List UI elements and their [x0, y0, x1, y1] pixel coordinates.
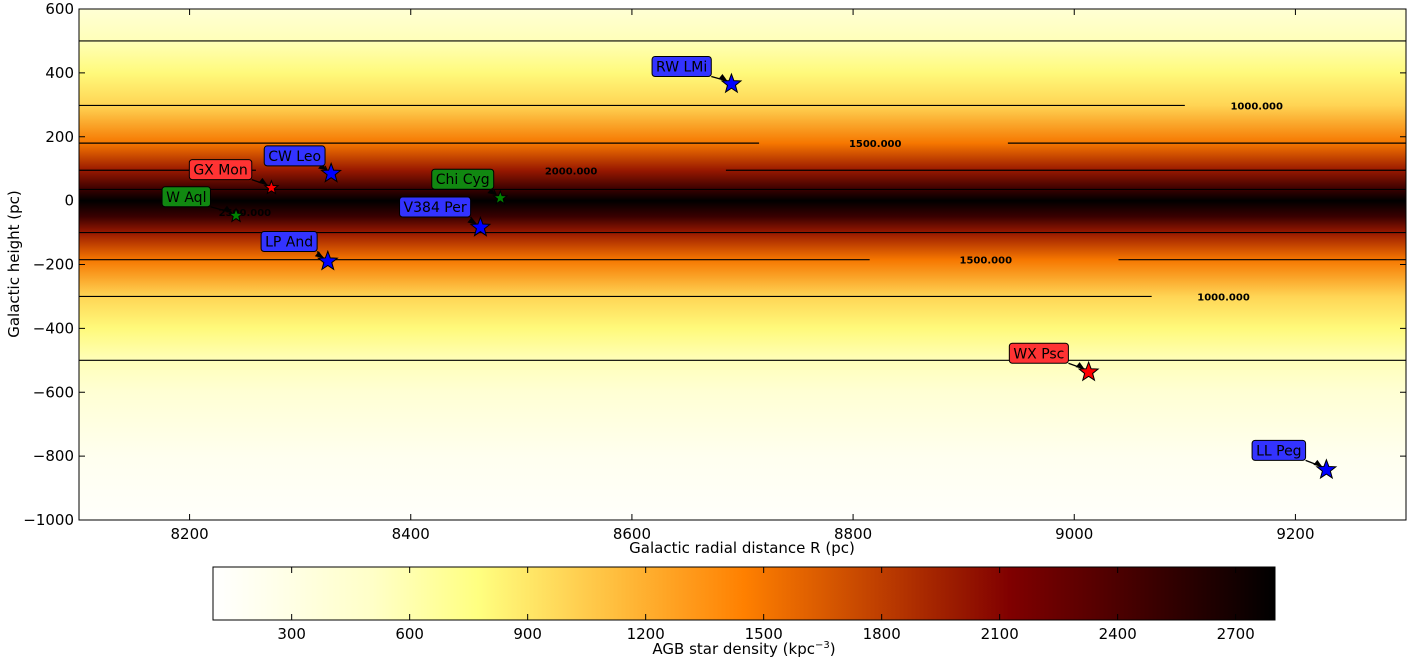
colorbar-tick-label: 2700 — [1217, 625, 1255, 643]
contour-label: 1000.000 — [1197, 292, 1250, 303]
star-label-box — [1251, 439, 1307, 461]
y-axis-ticks: 600 400 200 0 −200 −400 −600 −800 −1000 — [23, 0, 1406, 529]
star-gx-mon: GX Mon — [188, 159, 280, 195]
y-tick-label: 600 — [45, 0, 74, 18]
star-marker — [469, 216, 492, 237]
contour-label: 2500.000 — [219, 208, 272, 219]
star-markers: RW LMi CW Leo GX Mon Chi Cyg W Aql V384 Per LP… — [161, 55, 1338, 480]
star-marker — [263, 179, 280, 195]
y-tick-label: −200 — [33, 256, 74, 274]
star-arrowhead — [718, 74, 728, 82]
star-wx-psc: WX Psc — [1008, 342, 1100, 382]
star-arrowhead — [223, 205, 233, 213]
star-arrowhead — [1313, 459, 1323, 467]
star-label-text: Chi Cyg — [436, 172, 490, 188]
star-label-box — [651, 55, 712, 77]
colorbar-tick-label: 600 — [395, 625, 424, 643]
contour-labels: 1000.000 1500.000 2000.000 2500.000 1500.000… — [219, 101, 1283, 303]
colorbar-tick-label: 2400 — [1099, 625, 1137, 643]
y-tick-label: −800 — [33, 447, 74, 465]
colorbar-tick-label: 1500 — [745, 625, 783, 643]
colorbar-label: AGB star density (kpc−3) — [652, 640, 835, 658]
y-tick-label: −400 — [33, 319, 74, 337]
y-tick-label: 0 — [64, 192, 74, 210]
star-label-text: LP And — [265, 235, 313, 251]
colorbar-tick-label: 2100 — [981, 625, 1019, 643]
star-label-text: GX Mon — [193, 163, 247, 179]
density-field — [79, 9, 1406, 520]
star-arrowhead — [487, 188, 497, 196]
contour-label: 1500.000 — [960, 256, 1013, 267]
star-label-box — [188, 159, 253, 181]
star-marker — [1077, 360, 1100, 382]
star-marker — [492, 189, 509, 205]
star-label-text: W Aql — [166, 190, 206, 206]
star-label-text: LL Peg — [1256, 443, 1302, 459]
colorbar-tick-label: 300 — [277, 625, 306, 643]
star-label-text: RW LMi — [656, 59, 707, 75]
x-tick-label: 9200 — [1276, 525, 1314, 543]
star-arrowhead — [258, 177, 268, 185]
star-arrowhead — [314, 251, 324, 259]
star-rw-lmi: RW LMi — [651, 55, 743, 94]
x-tick-label: 8400 — [392, 525, 430, 543]
star-marker — [228, 207, 245, 223]
y-tick-label: −1000 — [23, 511, 74, 529]
contour-label: 1000.000 — [1230, 101, 1283, 112]
star-lp-and: LP And — [260, 231, 339, 271]
star-label-text: WX Psc — [1013, 346, 1064, 362]
star-marker — [316, 249, 339, 271]
colorbar-tick-label: 1800 — [863, 625, 901, 643]
star-label-box — [260, 231, 318, 253]
star-label-box — [263, 145, 326, 167]
star-cw-leo: CW Leo — [263, 145, 342, 183]
y-tick-label: 200 — [45, 128, 74, 146]
colorbar: 300 600 900 1200 1500 1800 2100 2400 2700 AGB st… — [212, 566, 1276, 658]
star-label-box — [399, 196, 472, 218]
star-label-text: V384 Per — [404, 200, 467, 216]
star-chi-cyg: Chi Cyg — [431, 168, 509, 205]
star-label-box — [161, 186, 211, 208]
y-axis-label: Galactic height (pc) — [5, 190, 23, 338]
star-arrowhead — [1075, 362, 1085, 370]
star-ll-peg: LL Peg — [1251, 439, 1338, 480]
x-axis-ticks: 8200 8400 8600 8800 9000 9200 — [170, 9, 1315, 543]
star-marker — [720, 72, 743, 94]
star-label-box — [431, 168, 495, 190]
colorbar-tick-label: 1200 — [627, 625, 665, 643]
x-axis-label: Galactic radial distance R (pc) — [629, 539, 855, 557]
y-tick-label: 400 — [45, 64, 74, 82]
star-label-box — [1008, 342, 1069, 364]
colorbar-ticks: 300 600 900 1200 1500 1800 2100 2400 2700 — [277, 567, 1255, 643]
star-v384-per: V384 Per — [399, 196, 492, 237]
x-tick-label: 8800 — [834, 525, 872, 543]
y-tick-label: −600 — [33, 383, 74, 401]
colorbar-gradient-bar — [212, 566, 1276, 621]
plot-area: 1000.000 1500.000 2000.000 2500.000 1500.000… — [23, 0, 1407, 543]
star-label-text: CW Leo — [268, 149, 321, 165]
contour-label: 2000.000 — [545, 166, 598, 177]
x-tick-label: 8600 — [613, 525, 651, 543]
x-tick-label: 8200 — [170, 525, 208, 543]
contour-lines — [79, 40, 1406, 361]
star-arrow — [493, 188, 497, 196]
star-arrowhead — [467, 217, 477, 225]
star-arrowhead — [318, 163, 328, 171]
x-tick-label: 9000 — [1055, 525, 1093, 543]
star-marker — [1315, 458, 1338, 480]
star-w-aql: W Aql — [161, 186, 245, 223]
contour-label: 1500.000 — [849, 139, 902, 150]
colorbar-tick-label: 900 — [513, 625, 542, 643]
star-marker — [320, 162, 342, 183]
